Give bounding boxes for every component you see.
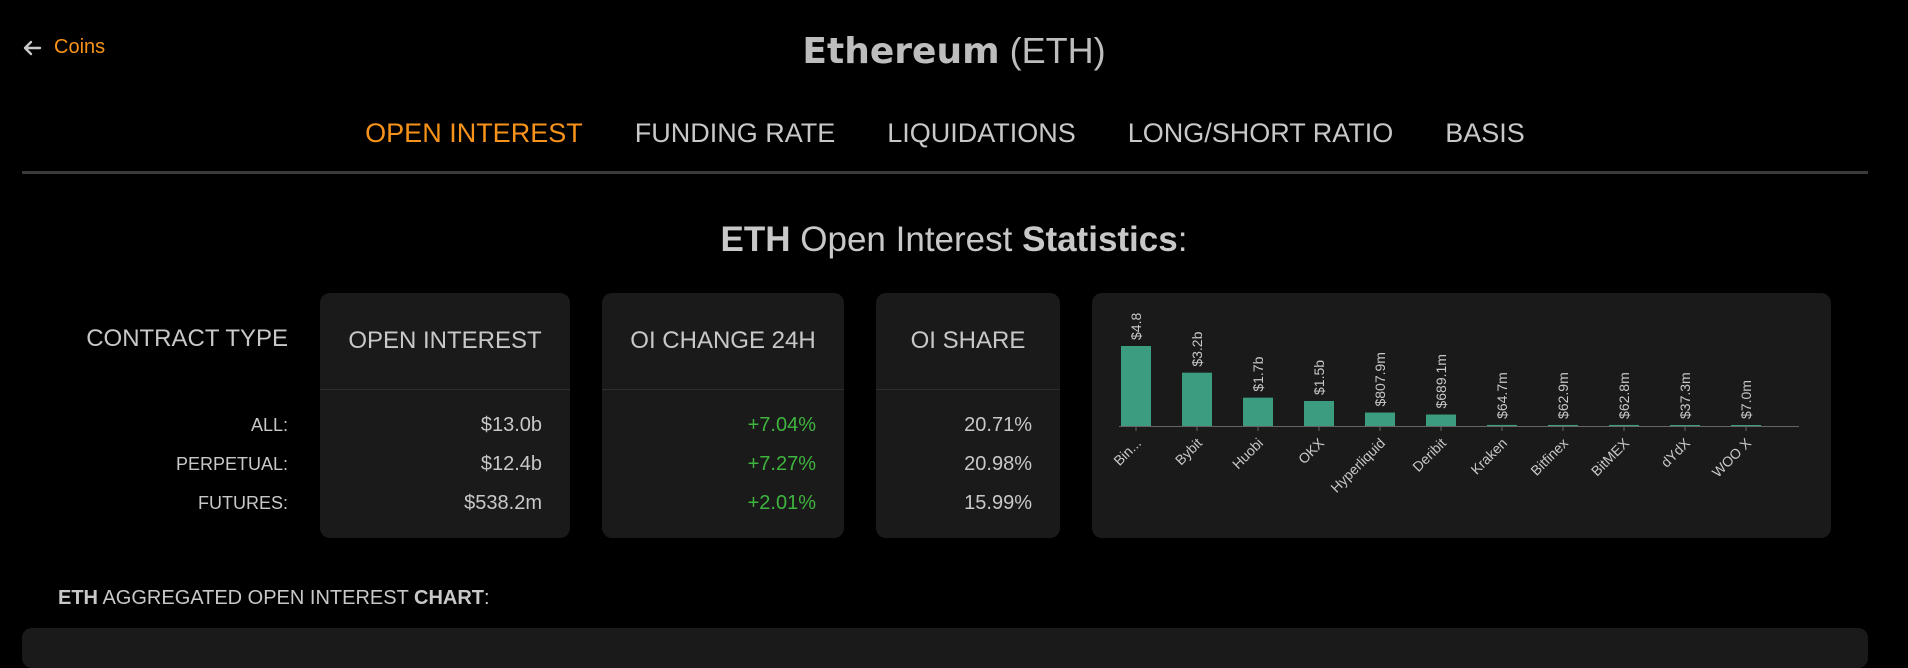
- bar-10[interactable]: [1731, 425, 1761, 426]
- bar-value-label-0: $4.8: [1128, 313, 1144, 340]
- stats-section-title: ETH Open Interest Statistics:: [0, 220, 1908, 260]
- tab-open-interest[interactable]: OPEN INTEREST: [365, 118, 583, 148]
- back-link-label: Coins: [54, 36, 106, 58]
- tab-funding-rate[interactable]: FUNDING RATE: [634, 118, 836, 148]
- contract-type-column: CONTRACT TYPE ALL: PERPETUAL: FUTURES:: [60, 293, 288, 538]
- oi-share-perpetual: 20.98%: [964, 453, 1032, 475]
- x-tick-label-6: Kraken: [1467, 435, 1510, 478]
- open-interest-header: OPEN INTEREST: [320, 293, 570, 390]
- aggregated-chart-panel: [22, 628, 1868, 668]
- open-interest-all: $13.0b: [480, 414, 542, 436]
- stats-title-symbol: ETH: [720, 220, 791, 259]
- bar-7[interactable]: [1548, 424, 1578, 426]
- oi-change-header: OI CHANGE 24H: [602, 293, 844, 390]
- bar-0[interactable]: [1121, 346, 1151, 426]
- coin-symbol: (ETH): [1009, 30, 1106, 71]
- bar-value-label-1: $3.2b: [1189, 331, 1205, 366]
- bar-9[interactable]: [1670, 425, 1700, 426]
- oi-change-futures: +2.01%: [747, 492, 816, 514]
- bar-3[interactable]: [1304, 401, 1334, 426]
- bar-2[interactable]: [1243, 397, 1273, 426]
- bar-value-label-7: $62.9m: [1555, 372, 1571, 419]
- bar-value-label-10: $7.0m: [1738, 380, 1754, 419]
- tab-basis[interactable]: BASIS: [1445, 118, 1525, 148]
- stats-title-middle: Open Interest: [800, 220, 1013, 259]
- agg-title-middle: AGGREGATED OPEN INTEREST: [102, 587, 409, 609]
- page-title: Ethereum (ETH): [0, 30, 1908, 72]
- bar-1[interactable]: [1182, 372, 1212, 426]
- oi-change-perpetual: +7.27%: [747, 453, 816, 475]
- open-interest-card: OPEN INTEREST $13.0b $12.4b $538.2m: [320, 293, 570, 538]
- row-label-futures: FUTURES:: [198, 493, 288, 513]
- agg-title-bold: CHART: [414, 587, 484, 609]
- stats-title-bold: Statistics: [1022, 220, 1178, 259]
- x-tick-label-0: Bin...: [1110, 435, 1144, 469]
- exchange-oi-chart-card: $4.8 Bin... $3.2b Bybit $1.7b Huobi $1.5b OKX $8…: [1092, 293, 1831, 538]
- oi-share-all: 20.71%: [964, 414, 1032, 436]
- exchange-oi-bar-chart: $4.8 Bin... $3.2b Bybit $1.7b Huobi $1.5b OKX $8…: [1110, 313, 1799, 496]
- x-tick-label-9: dYdX: [1658, 434, 1694, 470]
- oi-share-header: OI SHARE: [876, 293, 1060, 390]
- bar-value-label-5: $689.1m: [1433, 354, 1449, 408]
- x-tick-label-8: BitMEX: [1588, 434, 1633, 479]
- oi-share-futures: 15.99%: [964, 492, 1032, 514]
- bar-value-label-2: $1.7b: [1250, 356, 1266, 391]
- oi-change-card: OI CHANGE 24H +7.04% +7.27% +2.01%: [602, 293, 844, 538]
- bar-5[interactable]: [1426, 414, 1456, 426]
- tab-liquidations[interactable]: LIQUIDATIONS: [887, 118, 1076, 148]
- x-tick-label-2: Huobi: [1229, 435, 1266, 472]
- contract-type-header: CONTRACT TYPE: [86, 325, 288, 352]
- x-tick-label-5: Deribit: [1409, 435, 1449, 475]
- x-tick-label-3: OKX: [1295, 434, 1328, 467]
- open-interest-perpetual: $12.4b: [480, 453, 542, 475]
- stats-title-suffix: :: [1177, 220, 1188, 259]
- row-label-perpetual: PERPETUAL:: [175, 454, 288, 474]
- tab-long-short-ratio[interactable]: LONG/SHORT RATIO: [1127, 118, 1394, 148]
- agg-title-suffix: :: [484, 587, 490, 609]
- agg-title-symbol: ETH: [58, 587, 98, 609]
- bar-value-label-4: $807.9m: [1372, 352, 1388, 406]
- aggregated-chart-title: ETH AGGREGATED OPEN INTEREST CHART:: [58, 587, 490, 610]
- open-interest-futures: $538.2m: [464, 492, 542, 514]
- back-to-coins-link[interactable]: Coins: [22, 36, 105, 59]
- x-tick-label-4: Hyperliquid: [1327, 435, 1388, 496]
- tab-divider: [22, 171, 1868, 174]
- coin-name: Ethereum: [802, 31, 1000, 72]
- oi-share-card: OI SHARE 20.71% 20.98% 15.99%: [876, 293, 1060, 538]
- oi-change-all: +7.04%: [747, 414, 816, 436]
- bar-value-label-9: $37.3m: [1677, 372, 1693, 419]
- arrow-left-icon: [23, 40, 42, 55]
- x-tick-label-10: WOO X: [1709, 434, 1755, 480]
- bar-value-label-3: $1.5b: [1311, 360, 1327, 395]
- row-label-all: ALL:: [250, 415, 288, 435]
- bar-8[interactable]: [1609, 424, 1639, 426]
- tab-bar: OPEN INTEREST FUNDING RATE LIQUIDATIONS …: [22, 118, 1868, 149]
- x-tick-label-1: Bybit: [1172, 435, 1205, 468]
- bar-4[interactable]: [1365, 412, 1395, 426]
- bar-value-label-6: $64.7m: [1494, 372, 1510, 419]
- bar-6[interactable]: [1487, 424, 1517, 426]
- bar-value-label-8: $62.8m: [1616, 372, 1632, 419]
- x-tick-label-7: Bitfinex: [1527, 435, 1571, 479]
